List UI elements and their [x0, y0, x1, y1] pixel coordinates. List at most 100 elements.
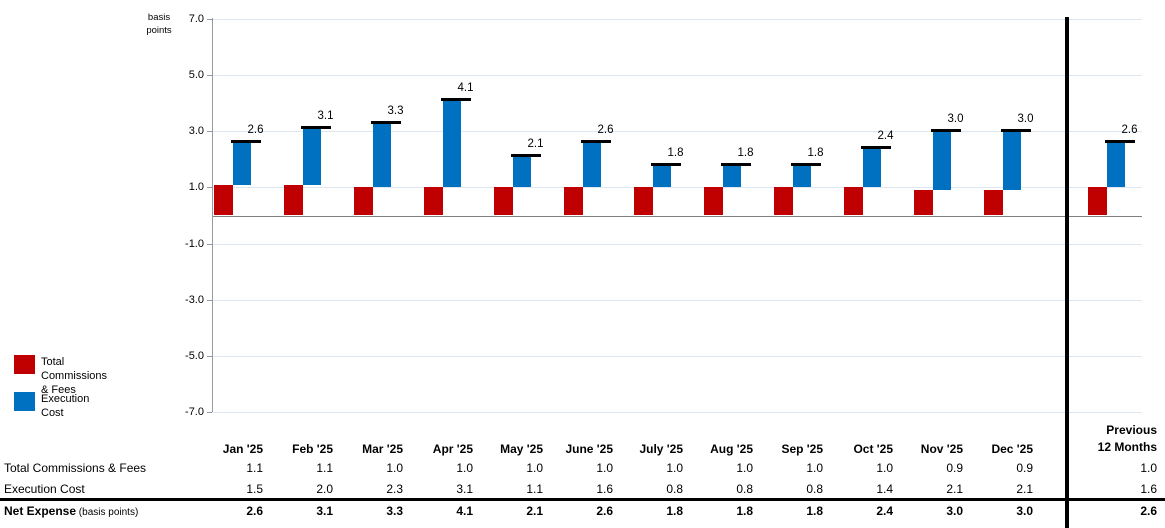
- net-expense-value-label: 2.4: [877, 129, 894, 142]
- execution-bar: [722, 164, 741, 188]
- y-axis-tick: [207, 243, 212, 245]
- commissions-bar: [914, 190, 933, 216]
- table-cell-value: 2.1: [1016, 482, 1033, 496]
- month-column-header: Oct '25: [853, 442, 893, 456]
- table-row-label: Execution Cost: [4, 482, 85, 496]
- net-expense-marker-line: [580, 140, 611, 144]
- commissions-bar: [844, 187, 863, 216]
- table-cell-value: 1.0: [736, 461, 753, 475]
- gridline: [212, 356, 1142, 358]
- table-cell-value: 1.6: [1140, 482, 1157, 496]
- net-expense-cell-value: 3.1: [316, 504, 333, 518]
- net-expense-cell-value: 2.4: [876, 504, 893, 518]
- month-column-header: Jan '25: [222, 442, 263, 456]
- net-expense-marker-line: [860, 145, 891, 149]
- execution-bar: [862, 147, 881, 188]
- y-axis-tick: [207, 299, 212, 301]
- net-expense-units-note: (basis points): [76, 507, 139, 518]
- net-expense-marker-line: [1000, 129, 1031, 133]
- y-axis-tick-label: -5.0: [185, 350, 204, 363]
- table-cell-value: 1.5: [246, 482, 263, 496]
- commissions-bar: [774, 187, 793, 216]
- table-cell-value: 1.0: [876, 461, 893, 475]
- net-expense-cell-value: 1.8: [666, 504, 683, 518]
- month-column-header: Dec '25: [991, 442, 1033, 456]
- month-column-header: Nov '25: [920, 442, 963, 456]
- net-expense-cell-value: 2.6: [1140, 504, 1157, 518]
- table-cell-value: 2.1: [946, 482, 963, 496]
- y-axis-tick-label: -1.0: [185, 237, 204, 250]
- execution-bar: [582, 142, 601, 188]
- gridline: [212, 412, 1142, 414]
- commissions-legend-label: Total Commissions & Fees: [41, 355, 107, 397]
- commissions-bar: [564, 187, 583, 216]
- table-cell-value: 0.8: [736, 482, 753, 496]
- commissions-legend-swatch: [14, 355, 35, 374]
- previous-12-months-header-line1: Previous: [1106, 423, 1157, 437]
- table-cell-value: 1.0: [666, 461, 683, 475]
- table-cell-value: 1.0: [526, 461, 543, 475]
- net-expense-cell-value: 3.3: [386, 504, 403, 518]
- net-expense-value-label: 1.8: [737, 146, 754, 159]
- net-expense-marker-line: [790, 162, 821, 166]
- net-expense-value-label: 2.6: [597, 124, 614, 137]
- y-axis-tick: [207, 187, 212, 189]
- net-expense-value-label: 4.1: [457, 82, 474, 95]
- gridline: [212, 18, 1142, 20]
- commissions-bar: [284, 184, 303, 216]
- net-expense-marker-line: [510, 154, 541, 158]
- net-expense-marker-line: [930, 129, 961, 133]
- table-cell-value: 1.1: [316, 461, 333, 475]
- net-expense-cell-value: 2.1: [526, 504, 543, 518]
- commissions-legend-line1: Total Commissions: [41, 356, 108, 382]
- y-axis-tick: [207, 356, 212, 358]
- y-axis-title: basis points: [133, 11, 185, 37]
- execution-bar: [1002, 131, 1021, 191]
- commissions-legend-line2: & Fees: [41, 384, 76, 396]
- execution-legend-line2: Cost: [41, 407, 64, 419]
- net-expense-value-label: 2.1: [527, 138, 544, 151]
- net-expense-cell-value: 2.6: [246, 504, 263, 518]
- table-cell-value: 1.0: [456, 461, 473, 475]
- net-expense-marker-line: [230, 140, 261, 144]
- net-expense-marker-line: [440, 98, 471, 102]
- net-expense-value-label: 3.0: [947, 113, 964, 126]
- net-expense-cell-value: 4.1: [456, 504, 473, 518]
- execution-legend-swatch: [14, 392, 35, 411]
- y-axis-line: [212, 18, 213, 413]
- commissions-bar: [494, 187, 513, 216]
- previous-12-months-header-line2: 12 Months: [1097, 440, 1157, 454]
- commissions-bar: [704, 187, 723, 216]
- net-expense-cell-value: 3.0: [946, 504, 963, 518]
- table-cell-value: 0.8: [806, 482, 823, 496]
- gridline: [212, 74, 1142, 76]
- y-axis-tick-label: 1.0: [188, 181, 204, 194]
- net-expense-top-rule: [0, 498, 1165, 501]
- net-expense-row-label: Net Expense (basis points): [4, 504, 139, 518]
- execution-bar: [232, 142, 251, 185]
- net-expense-cell-value: 3.0: [1016, 504, 1033, 518]
- gridline: [212, 187, 1142, 189]
- y-axis-tick-label: 7.0: [188, 12, 204, 25]
- net-expense-cell-value: 2.6: [596, 504, 613, 518]
- net-expense-value-label: 3.0: [1017, 113, 1034, 126]
- table-cell-value: 1.0: [596, 461, 613, 475]
- month-column-header: May '25: [500, 442, 543, 456]
- month-column-header: Apr '25: [432, 442, 473, 456]
- net-expense-marker-line: [370, 120, 401, 124]
- table-cell-value: 3.1: [456, 482, 473, 496]
- table-cell-value: 1.1: [526, 482, 543, 496]
- net-expense-cell-value: 1.8: [736, 504, 753, 518]
- execution-bar: [652, 164, 671, 188]
- month-column-header: June '25: [565, 442, 613, 456]
- net-expense-marker-line: [300, 126, 331, 130]
- y-axis-tick: [207, 131, 212, 133]
- y-axis-tick-label: 3.0: [188, 125, 204, 138]
- table-cell-value: 0.9: [1016, 461, 1033, 475]
- gridline: [212, 299, 1142, 301]
- y-axis-tick-label: 5.0: [188, 68, 204, 81]
- table-cell-value: 1.0: [1140, 461, 1157, 475]
- execution-bar: [1106, 142, 1125, 188]
- execution-bar: [932, 131, 951, 191]
